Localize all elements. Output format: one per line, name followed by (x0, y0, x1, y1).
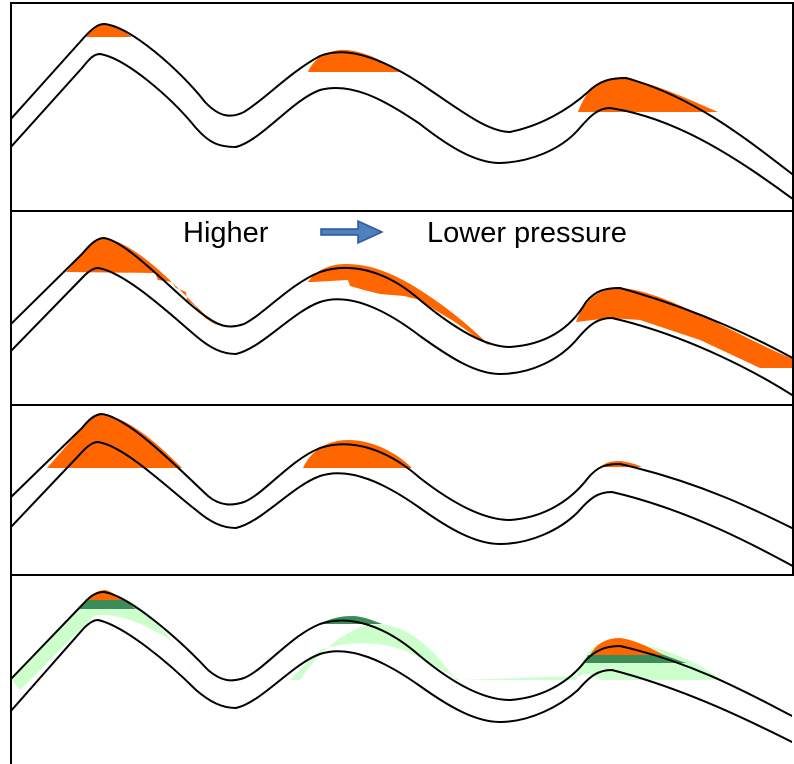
oil-accumulation (308, 264, 490, 346)
panel-2 (12, 237, 792, 397)
panel-frames (10, 2, 794, 764)
oil-accumulation (590, 638, 664, 655)
lower-layer-boundary (12, 441, 792, 567)
lower-layer-boundary (12, 267, 792, 397)
higher-label: Higher (183, 217, 269, 249)
oil-accumulation (66, 238, 218, 326)
upper-layer-boundary (12, 237, 792, 359)
oil-accumulation (303, 440, 412, 468)
water-zone (12, 592, 722, 690)
oil-water-contact (320, 616, 382, 624)
oil-water-contact (78, 600, 136, 609)
lower-pressure-label: Lower pressure (427, 217, 627, 249)
oil-accumulation (578, 77, 718, 112)
oil-accumulation (86, 24, 132, 37)
oil-accumulation (308, 49, 400, 72)
lower-layer-boundary (12, 619, 792, 744)
pressure-label: Higher Lower pressure (183, 217, 627, 249)
panel-1 (12, 23, 792, 200)
panel-4 (12, 590, 792, 744)
panel-3-frame (10, 404, 794, 576)
panel-3 (12, 413, 792, 567)
lower-layer-boundary (12, 53, 792, 200)
oil-accumulation (576, 287, 792, 368)
upper-layer-boundary (12, 413, 792, 530)
upper-layer-boundary (12, 23, 792, 176)
right-arrow-icon (320, 219, 384, 245)
upper-layer-boundary (12, 591, 792, 718)
